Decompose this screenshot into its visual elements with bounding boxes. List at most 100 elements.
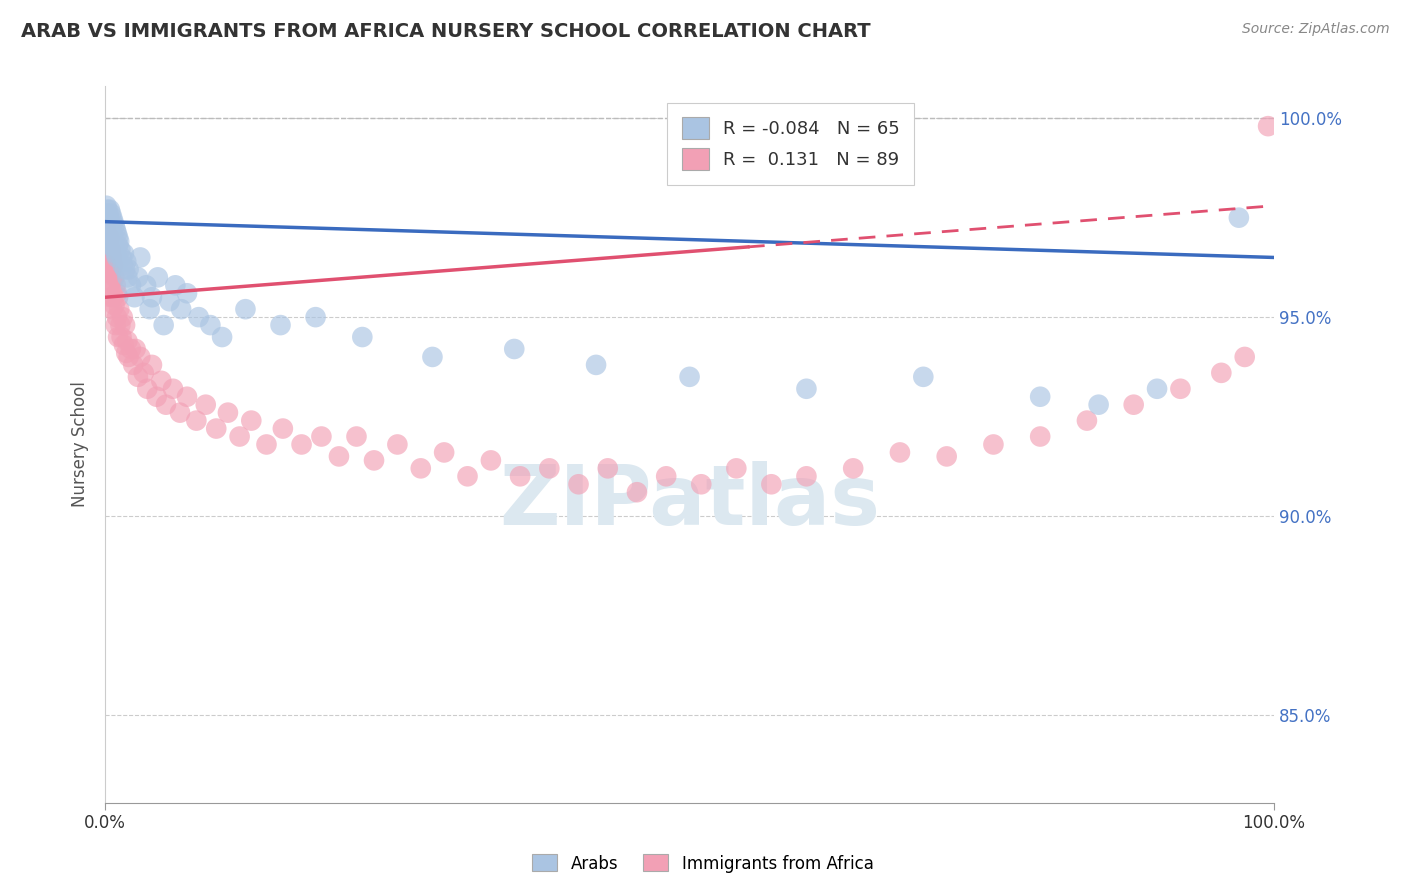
Point: [107, 290, 129, 304]
Point: [290, 437, 312, 451]
Point: [346, 429, 368, 443]
Point: [104, 246, 127, 260]
Point: [97, 246, 120, 260]
Point: [103, 243, 125, 257]
Point: [585, 358, 607, 372]
Point: [796, 382, 818, 396]
Point: [1211, 366, 1233, 380]
Point: [97, 227, 120, 241]
Point: [96, 251, 118, 265]
Point: [98, 230, 121, 244]
Point: [107, 238, 129, 252]
Point: [352, 330, 374, 344]
Point: [104, 318, 127, 332]
Point: [114, 318, 136, 332]
Point: [96, 211, 118, 225]
Point: [129, 251, 152, 265]
Point: [422, 350, 444, 364]
Point: [141, 358, 163, 372]
Point: [105, 251, 128, 265]
Point: [120, 278, 142, 293]
Point: [311, 429, 333, 443]
Point: [105, 310, 128, 325]
Point: [111, 259, 134, 273]
Text: ZIPatlas: ZIPatlas: [499, 461, 880, 542]
Point: [104, 222, 127, 236]
Legend: Arabs, Immigrants from Africa: Arabs, Immigrants from Africa: [526, 847, 880, 880]
Point: [387, 437, 409, 451]
Point: [98, 222, 121, 236]
Point: [103, 219, 125, 233]
Point: [101, 274, 124, 288]
Point: [97, 238, 120, 252]
Point: [235, 302, 257, 317]
Point: [132, 366, 155, 380]
Point: [110, 318, 132, 332]
Point: [103, 298, 125, 312]
Point: [328, 450, 350, 464]
Point: [433, 445, 456, 459]
Text: ARAB VS IMMIGRANTS FROM AFRICA NURSERY SCHOOL CORRELATION CHART: ARAB VS IMMIGRANTS FROM AFRICA NURSERY S…: [21, 22, 870, 41]
Point: [761, 477, 783, 491]
Point: [146, 270, 169, 285]
Point: [176, 286, 198, 301]
Point: [655, 469, 678, 483]
Point: [101, 227, 124, 241]
Point: [1122, 398, 1144, 412]
Point: [228, 429, 250, 443]
Point: [479, 453, 502, 467]
Point: [114, 262, 136, 277]
Point: [1029, 429, 1052, 443]
Point: [983, 437, 1005, 451]
Point: [409, 461, 432, 475]
Point: [1257, 119, 1279, 133]
Point: [889, 445, 911, 459]
Point: [107, 230, 129, 244]
Point: [117, 262, 139, 277]
Point: [96, 219, 118, 233]
Point: [96, 259, 118, 273]
Point: [457, 469, 479, 483]
Point: [110, 251, 132, 265]
Point: [141, 290, 163, 304]
Point: [1146, 382, 1168, 396]
Point: [678, 369, 700, 384]
Point: [1170, 382, 1192, 396]
Point: [127, 369, 149, 384]
Point: [103, 259, 125, 273]
Point: [100, 266, 122, 280]
Point: [107, 330, 129, 344]
Point: [200, 318, 222, 332]
Point: [217, 406, 239, 420]
Point: [117, 270, 139, 285]
Point: [110, 243, 132, 257]
Point: [112, 246, 135, 260]
Point: [96, 199, 118, 213]
Point: [108, 235, 131, 249]
Point: [240, 414, 263, 428]
Point: [101, 302, 124, 317]
Point: [100, 243, 122, 257]
Point: [150, 374, 173, 388]
Point: [842, 461, 865, 475]
Point: [205, 421, 228, 435]
Point: [538, 461, 561, 475]
Point: [96, 230, 118, 244]
Point: [127, 270, 149, 285]
Point: [104, 278, 127, 293]
Point: [211, 330, 233, 344]
Point: [115, 346, 138, 360]
Point: [912, 369, 935, 384]
Point: [96, 202, 118, 217]
Point: [108, 302, 131, 317]
Point: [256, 437, 278, 451]
Point: [165, 278, 187, 293]
Point: [136, 382, 159, 396]
Point: [138, 302, 160, 317]
Point: [1029, 390, 1052, 404]
Point: [725, 461, 748, 475]
Point: [1233, 350, 1256, 364]
Point: [626, 485, 648, 500]
Point: [98, 202, 121, 217]
Point: [1076, 414, 1098, 428]
